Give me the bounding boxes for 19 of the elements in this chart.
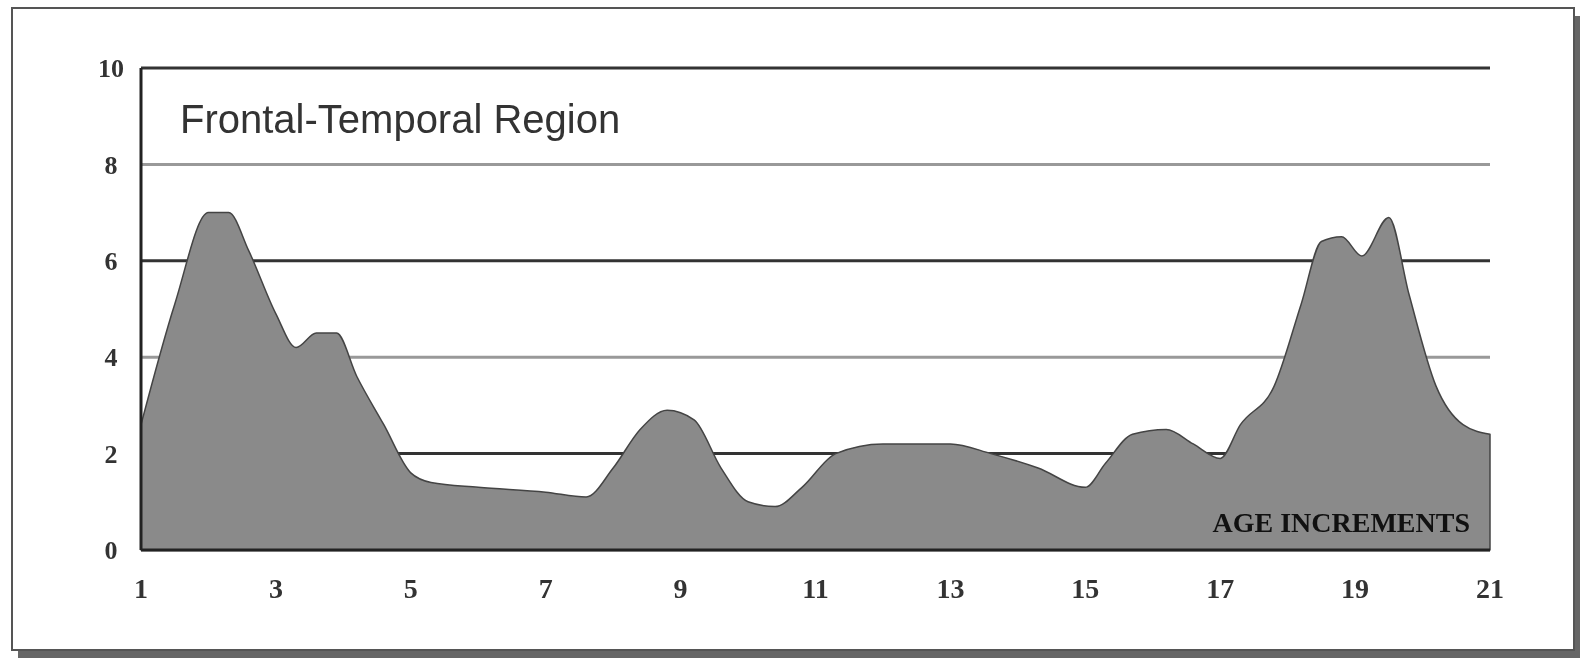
- x-tick-label: 21: [1476, 573, 1504, 604]
- x-tick-label: 1: [134, 573, 148, 604]
- x-tick-label: 5: [403, 573, 418, 604]
- y-tick-label: 10: [98, 54, 124, 84]
- x-tick-label: 19: [1341, 573, 1370, 604]
- x-tick-label: 9: [673, 573, 688, 604]
- x-tick-label: 7: [538, 573, 553, 604]
- x-tick-label: 13: [936, 573, 965, 604]
- y-tick-label: 2: [104, 439, 118, 469]
- x-tick-label: 17: [1206, 573, 1235, 604]
- y-tick-label: 8: [104, 150, 118, 180]
- x-tick-label: 15: [1071, 573, 1100, 604]
- y-tick-label: 6: [104, 246, 118, 276]
- y-tick-label: 0: [104, 536, 118, 566]
- y-tick-label: 4: [104, 343, 118, 373]
- x-axis-title: AGE INCREMENTS: [1212, 507, 1470, 538]
- x-tick-label: 3: [268, 573, 283, 604]
- text: Frontal-Temporal Region: [180, 97, 621, 141]
- x-tick-label: 11: [802, 573, 829, 604]
